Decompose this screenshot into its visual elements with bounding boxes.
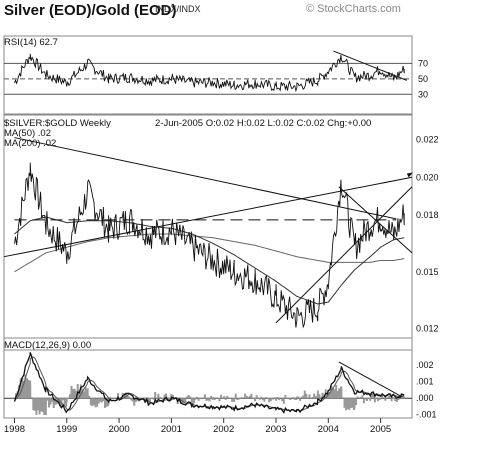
year-tick-label: 2004 <box>318 424 339 435</box>
macd-series-line <box>13 352 405 414</box>
chart-subtitle: INDX/INDX <box>155 4 201 14</box>
year-tick-label: 1998 <box>4 424 25 435</box>
rsi-tick-label: 70 <box>418 58 428 68</box>
main-panel-frame <box>3 114 413 351</box>
trendline-arrowhead <box>406 172 413 178</box>
rising-trendline <box>3 176 413 258</box>
price-tick-label: 0.020 <box>416 172 439 182</box>
year-tick-label: 1999 <box>56 424 77 435</box>
rsi-panel-frame <box>3 35 413 115</box>
price-tick-label: 0.018 <box>416 210 439 220</box>
chart-title: Silver (EOD)/Gold (EOD) <box>4 2 177 19</box>
quote-label: 2-Jun-2005 O:0.02 H:0.02 L:0.02 C:0.02 C… <box>155 118 372 129</box>
macd-tick-label: .002 <box>416 360 434 370</box>
ma200-label: MA(200) .02 <box>4 138 57 149</box>
year-tick-label: 2000 <box>109 424 130 435</box>
rsi-series-line <box>14 53 405 93</box>
macd-tick-label: .001 <box>416 377 434 387</box>
ma50-series-line <box>14 216 405 305</box>
price-tick-label: 0.012 <box>416 324 439 334</box>
price-series-line <box>14 162 405 329</box>
macd-label: MACD(12,26,9) 0.00 <box>4 340 92 351</box>
ma50-label: MA(50) .02 <box>4 128 51 139</box>
macd-tick-label: -.001 <box>416 410 437 420</box>
year-tick-label: 2002 <box>213 424 234 435</box>
macd-trendline <box>338 361 402 397</box>
symbol-label: $SILVER:$GOLD Weekly <box>4 118 111 129</box>
rsi-trendline <box>333 50 407 81</box>
falling-trendline <box>14 137 397 220</box>
year-tick-label: 2001 <box>161 424 182 435</box>
year-tick-label: 2003 <box>265 424 286 435</box>
support-trendline <box>275 186 413 324</box>
macd-tick-label: .000 <box>416 393 434 403</box>
rsi-tick-label: 30 <box>418 89 428 99</box>
credit-label: © StockCharts.com <box>306 3 401 15</box>
ma200-series-line <box>14 233 405 273</box>
macd-panel-frame <box>3 337 413 419</box>
rsi-label: RSI(14) 62.7 <box>4 37 58 48</box>
price-tick-label: 0.015 <box>416 267 439 277</box>
price-tick-label: 0.022 <box>416 134 439 144</box>
rsi-tick-label: 50 <box>418 74 428 84</box>
year-tick-label: 2005 <box>370 424 391 435</box>
upper-wedge-line <box>338 186 413 254</box>
